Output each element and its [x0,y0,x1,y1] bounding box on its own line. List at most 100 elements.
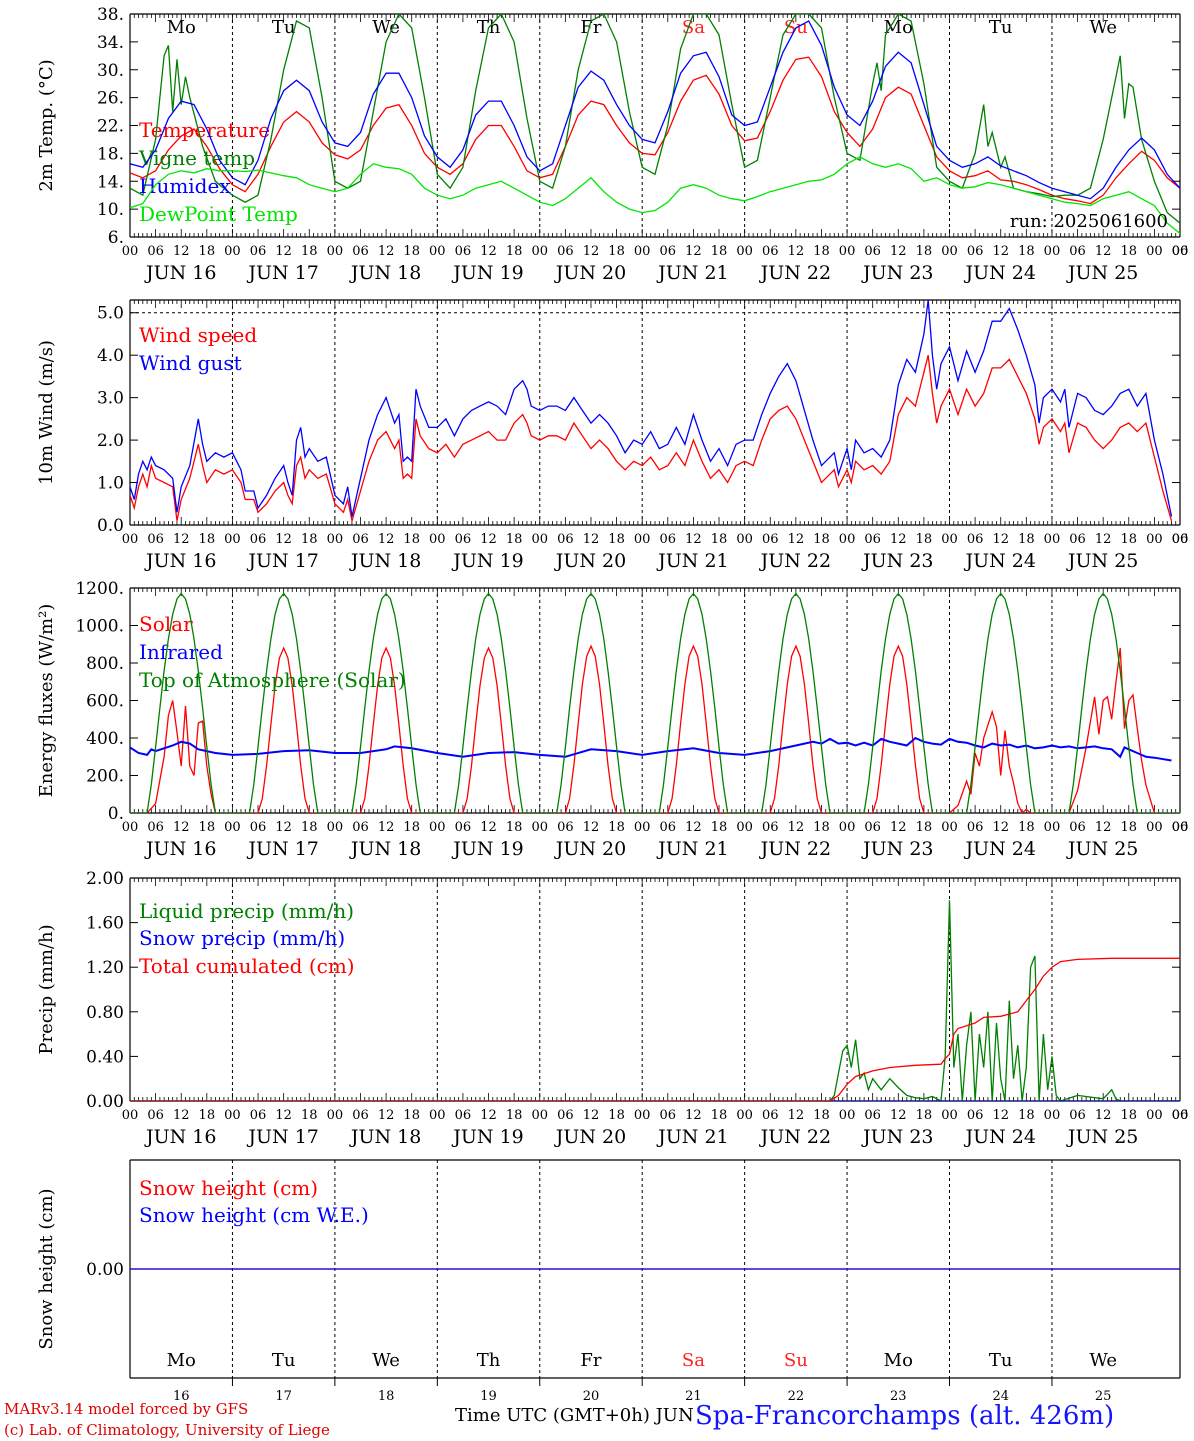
hour-tick-label: 00 [327,820,344,835]
hour-tick-label: 18 [1018,244,1035,259]
hour-tick-label: 00 [634,1108,651,1123]
hour-tick-label: 12 [1095,244,1112,259]
hour-tick-label: 00 [736,532,753,547]
hour-tick-label: 00 [736,820,753,835]
hour-tick-label: 12 [173,244,190,259]
hour-tick-label: 06 [660,820,677,835]
model-credit: MARv3.14 model forced by GFS (c) Lab. of… [4,1399,330,1441]
y-tick-label: 0.00 [86,1092,124,1112]
date-label: JUN 17 [246,1126,318,1148]
legend-entry: Solar [139,612,193,636]
hour-tick-label: 18 [506,1108,523,1123]
date-label: JUN 18 [349,550,421,572]
hour-tick-label: 00 [941,532,958,547]
hour-tick-label: 12 [890,820,907,835]
legend-entry: DewPoint Temp [139,202,298,226]
date-label: JUN 25 [1066,1126,1138,1148]
date-label: JUN 22 [759,838,831,860]
y-tick-label: 0.00 [86,1260,124,1280]
hour-tick-label: 18 [506,820,523,835]
hour-tick-label: 18 [199,532,216,547]
hour-tick-label: 06 [1172,244,1189,259]
hour-tick-label: 06 [147,820,164,835]
series-line-total-cumulated-cm- [130,957,1180,1101]
weekday-label: Mo [884,1350,913,1371]
legend-entry: Top of Atmosphere (Solar) [139,668,406,692]
date-label: JUN 23 [861,838,933,860]
hour-tick-label: 12 [992,1108,1009,1123]
hour-tick-label: 06 [557,244,574,259]
hour-tick-label: 12 [890,1108,907,1123]
date-label: JUN 19 [451,838,523,860]
y-tick-label: 18. [97,144,124,164]
hour-tick-label: 00 [1044,532,1061,547]
hour-tick-label: 18 [813,1108,830,1123]
credit-line-model: MARv3.14 model forced by GFS [4,1400,249,1418]
hour-tick-label: 06 [147,532,164,547]
hour-tick-label: 00 [531,820,548,835]
hour-tick-label: 18 [403,1108,420,1123]
date-label: JUN 20 [554,1126,626,1148]
y-tick-label: 2.00 [86,869,124,889]
hour-tick-label: 06 [967,244,984,259]
y-tick-label: 0.40 [86,1047,124,1067]
date-label: JUN 16 [144,262,216,284]
date-label: JUN 24 [963,550,1035,572]
hour-tick-label: 12 [583,820,600,835]
hour-tick-label: 06 [352,1108,369,1123]
hour-tick-label: 18 [711,820,728,835]
hour-tick-label: 12 [788,532,805,547]
series-line-wind-gust [130,300,1173,517]
hour-tick-label: 00 [634,820,651,835]
date-label: JUN 24 [963,262,1035,284]
date-label: JUN 16 [144,838,216,860]
hour-tick-label: 18 [608,532,625,547]
hour-tick-label: 12 [173,1108,190,1123]
hour-tick-label: 06 [557,532,574,547]
hour-tick-label: 00 [839,820,856,835]
hour-tick-label: 12 [992,820,1009,835]
date-label: JUN 18 [349,838,421,860]
y-tick-label: 22. [97,117,124,137]
weekday-label: Su [784,1350,808,1371]
hour-tick-label: 18 [813,244,830,259]
hour-tick-label: 18 [608,244,625,259]
y-tick-label: 400. [86,729,124,749]
y-tick-label: 1.60 [86,914,124,934]
hour-tick-label: 18 [1018,532,1035,547]
hour-tick-label: 00 [122,820,139,835]
hour-tick-label: 18 [199,1108,216,1123]
weekday-label: Tu [272,1350,296,1371]
hour-tick-label: 00 [1044,244,1061,259]
hour-tick-label: 12 [378,244,395,259]
legend-entry: Snow height (cm) [139,1176,318,1200]
weekday-label: Th [477,1350,501,1371]
hour-tick-label: 06 [455,820,472,835]
y-axis-title: Precip (mm/h) [36,924,57,1054]
hour-tick-label: 06 [250,532,267,547]
y-tick-label: 0.80 [86,1003,124,1023]
hour-tick-label: 00 [224,1108,241,1123]
hour-tick-label: 18 [301,820,318,835]
y-tick-label: 3.0 [97,389,124,409]
weekday-label: Tu [989,17,1013,38]
date-label: JUN 16 [144,550,216,572]
hour-tick-label: 12 [1095,820,1112,835]
y-tick-label: 200. [86,767,124,787]
legend-entry: Liquid precip (mm/h) [139,899,354,923]
hour-tick-label: 00 [1146,820,1163,835]
hour-tick-label: 06 [967,532,984,547]
date-label: JUN 19 [451,262,523,284]
hour-tick-label: 06 [967,1108,984,1123]
hour-tick-label: 18 [199,820,216,835]
hour-tick-label: 12 [1095,532,1112,547]
chart-panel-1: 00 06 12 18 00 06 12 18 00 06 12 18 00 06 12 18 00 06 12 18… [36,5,1188,284]
hour-tick-label: 06 [250,1108,267,1123]
hour-tick-label: 06 [1069,244,1086,259]
hour-tick-label: 00 [327,244,344,259]
hour-tick-label: 12 [583,532,600,547]
y-tick-label: 0. [108,804,124,824]
hour-tick-label: 18 [916,1108,933,1123]
hour-tick-label: 00 [1172,1108,1189,1123]
